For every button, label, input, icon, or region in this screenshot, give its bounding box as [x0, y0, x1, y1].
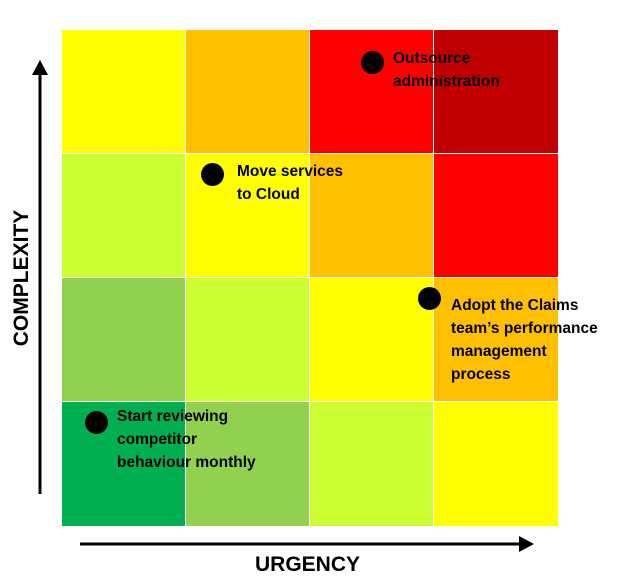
grid-cell: [186, 30, 310, 154]
item-label-claims: Adopt the Claims team’s performance mana…: [451, 294, 598, 386]
item-label-line: management: [451, 343, 547, 360]
grid-cell: [310, 278, 434, 402]
grid-cell: [62, 402, 186, 526]
grid-cell: [310, 402, 434, 526]
item-marker-outsource: [361, 51, 384, 74]
y-axis-arrowhead: [32, 60, 48, 75]
item-label-line: competitor: [117, 431, 198, 448]
grid-cell: [310, 30, 434, 154]
item-label-line: Outsource: [393, 50, 471, 67]
item-label-line: Adopt the Claims: [451, 297, 579, 314]
item-marker-claims: [418, 287, 441, 310]
item-label-cloud: Move services to Cloud: [237, 160, 343, 206]
item-label-line: Start reviewing: [117, 408, 229, 425]
item-label-line: to Cloud: [237, 186, 300, 203]
grid-cell: [434, 278, 558, 402]
risk-matrix-grid: [62, 30, 558, 526]
grid-cell: [186, 278, 310, 402]
item-label-line: behaviour monthly: [117, 454, 256, 471]
grid-cell: [62, 30, 186, 154]
item-label-line: team’s performance: [451, 320, 598, 337]
grid-cell: [62, 278, 186, 402]
grid-cell: [434, 30, 558, 154]
grid-cell: [186, 402, 310, 526]
item-marker-cloud: [201, 163, 224, 186]
x-axis-title: URGENCY: [255, 553, 361, 576]
y-axis-title: COMPLEXITY: [10, 209, 33, 347]
item-label-line: process: [451, 366, 511, 383]
grid-cell: [434, 154, 558, 278]
item-label-line: administration: [393, 73, 500, 90]
item-label-line: Move services: [237, 163, 343, 180]
grid-cell: [310, 154, 434, 278]
item-label-outsource: Outsource administration: [393, 47, 500, 93]
grid-cell: [62, 154, 186, 278]
grid-cell: [434, 402, 558, 526]
item-marker-competitor: [85, 411, 108, 434]
x-axis-arrowhead: [519, 536, 534, 552]
item-label-competitor: Start reviewing competitor behaviour mon…: [117, 405, 256, 474]
